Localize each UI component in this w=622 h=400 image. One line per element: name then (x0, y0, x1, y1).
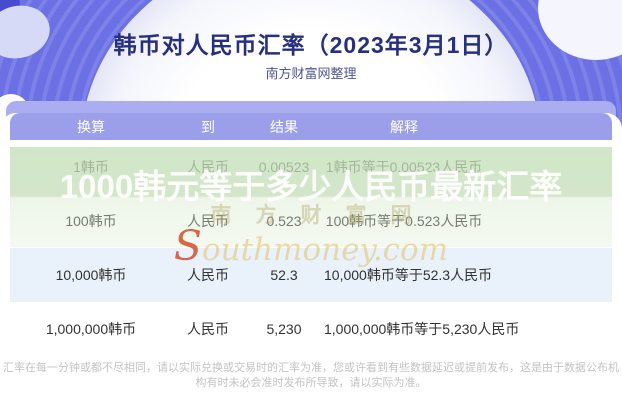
cell-convert: 1,000,000韩币 (45, 321, 137, 337)
page-title: 韩币对人民币汇率（2023年3月1日） (113, 32, 509, 58)
cell-result: 52.3 (270, 267, 298, 283)
column-header-explain: 解释 (390, 118, 418, 135)
cell-convert: 10,000韩币 (55, 267, 127, 283)
table-row: 1,000,000韩币 人民币 5,230 1,000,000韩币等于5,230… (10, 302, 612, 356)
table-row: 10,000韩币 人民币 52.3 10,000韩币等于52.3人民币 (10, 248, 612, 302)
watermark-green-band (10, 147, 612, 247)
column-header-to: 到 (201, 118, 215, 135)
disclaimer-text: 汇率在每一分钟或都不尽相同，请以实际兑换或交易时的汇率为准，您或许看到有些数据延… (3, 362, 619, 390)
page-subtitle: 南方财富网整理 (265, 66, 357, 81)
cell-to: 人民币 (187, 321, 229, 337)
watermark-site-name: 南方财富网 (210, 204, 436, 227)
watermark-url-rest: outhmoney.com (202, 232, 449, 268)
column-header-result: 结果 (270, 118, 298, 135)
cell-to: 人民币 (187, 267, 229, 283)
table-header-row: 换算 到 结果 解释 (10, 113, 612, 140)
column-header-convert: 换算 (77, 118, 105, 135)
cell-explain: 1,000,000韩币等于5,230人民币 (324, 321, 520, 337)
cell-result: 5,230 (266, 321, 302, 337)
watermark-url-initial: S (173, 222, 202, 270)
watermark-headline: 1000韩元等于多少人民币最新汇率 (59, 168, 563, 205)
watermark-site-url: Southmoney.com (0, 222, 622, 270)
cell-explain: 10,000韩币等于52.3人民币 (324, 267, 493, 283)
